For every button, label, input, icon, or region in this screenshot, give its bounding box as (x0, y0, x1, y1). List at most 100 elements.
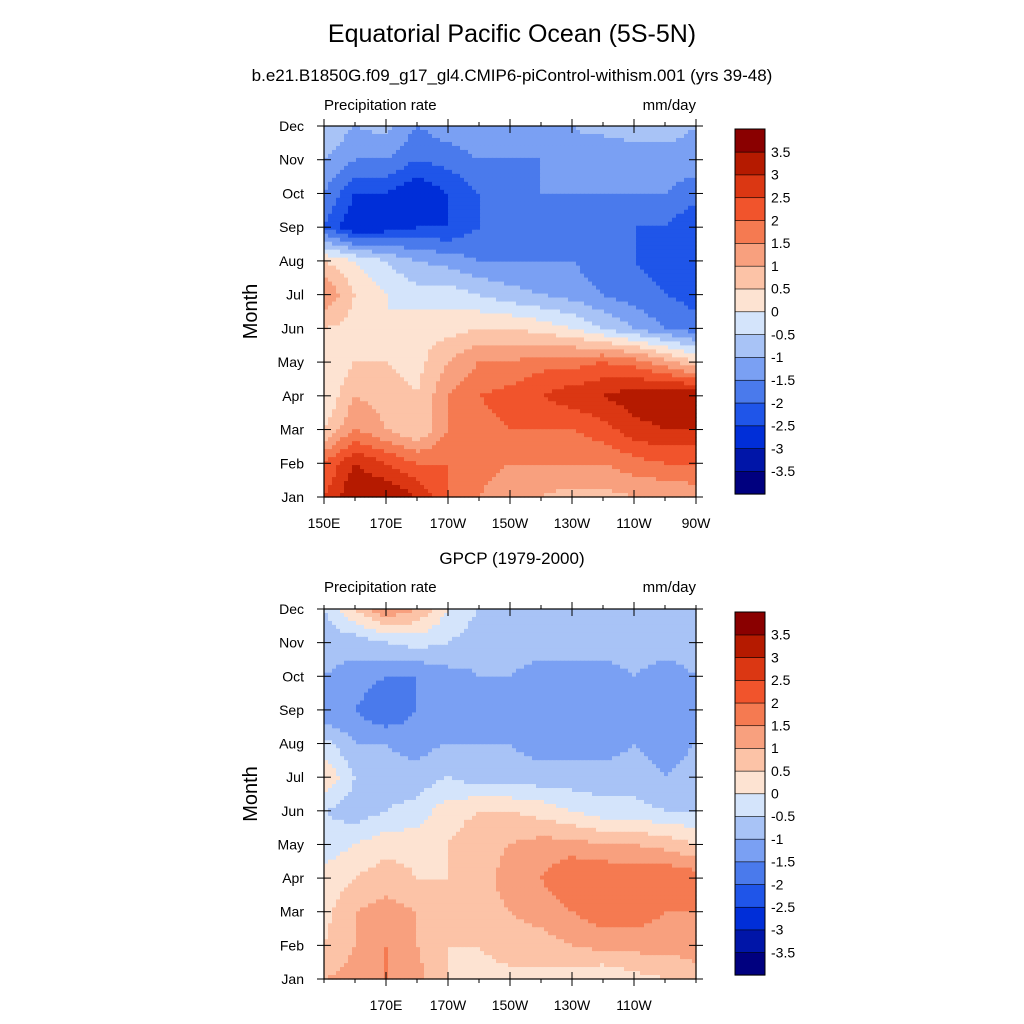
colorbar-swatch (735, 725, 765, 748)
colorbar-label: 0.5 (771, 281, 791, 297)
colorbar-swatch (735, 907, 765, 930)
colorbar-swatch (735, 243, 765, 266)
colorbar-label: 3.5 (771, 144, 791, 160)
y-tick-label: Jul (286, 769, 304, 785)
colorbar-label: -0.5 (771, 326, 795, 342)
y-tick-label: May (278, 836, 304, 852)
y-axis-label: Month (240, 766, 262, 822)
colorbar-label: 0 (771, 304, 779, 320)
colorbar: -3.5-3-2.5-2-1.5-1-0.500.511.522.533.5 (735, 129, 795, 494)
colorbar-label: -1 (771, 349, 784, 365)
x-tick-label: 170W (430, 997, 467, 1013)
colorbar-swatch (735, 220, 765, 243)
colorbar-swatch (735, 152, 765, 175)
colorbar-label: -3.5 (771, 463, 795, 479)
y-tick-label: Nov (279, 152, 304, 168)
colorbar-label: -2 (771, 395, 784, 411)
colorbar-swatch (735, 312, 765, 335)
colorbar-swatch (735, 771, 765, 794)
colorbar-label: -2.5 (771, 418, 795, 434)
colorbar-label: -2.5 (771, 899, 795, 915)
x-tick-label: 150W (492, 515, 529, 531)
x-tick-label: 130W (554, 997, 591, 1013)
colorbar-label: -3.5 (771, 944, 795, 960)
colorbar-label: -2 (771, 876, 784, 892)
colorbar-swatch (735, 289, 765, 312)
left-string: Precipitation rate (324, 97, 437, 114)
y-tick-label: Oct (282, 668, 304, 684)
colorbar-swatch (735, 612, 765, 635)
colorbar-swatch (735, 129, 765, 152)
y-tick-label: Jan (281, 971, 304, 987)
colorbar-swatch (735, 175, 765, 198)
y-tick-label: Aug (279, 253, 304, 269)
y-tick-label: Feb (280, 937, 304, 953)
left-string: Precipitation rate (324, 579, 437, 596)
x-tick-label: 110W (616, 515, 652, 531)
colorbar-label: 3.5 (771, 627, 791, 643)
chart-panel-2: Jan Feb Mar Apr May Jun Jul Aug Sep Oct Nov Dec 170E… (240, 579, 795, 1013)
colorbar-swatch (735, 884, 765, 907)
colorbar-swatch (735, 426, 765, 449)
x-tick-label: 170E (370, 515, 403, 531)
colorbar-swatch (735, 403, 765, 426)
colorbar-swatch (735, 657, 765, 680)
y-tick-label: Jul (286, 287, 304, 303)
y-tick-label: Mar (280, 904, 304, 920)
colorbar-swatch (735, 635, 765, 658)
y-tick-label: Feb (280, 455, 304, 471)
colorbar-swatch (735, 839, 765, 862)
colorbar-label: -0.5 (771, 808, 795, 824)
colorbar-label: 3 (771, 649, 779, 665)
y-tick-label: Nov (279, 635, 304, 651)
colorbar-label: 2 (771, 695, 779, 711)
colorbar-label: 1.5 (771, 717, 791, 733)
y-tick-label: Jun (281, 803, 304, 819)
colorbar-label: 0.5 (771, 763, 791, 779)
colorbar-swatch (735, 266, 765, 289)
heatmap-field (324, 126, 697, 498)
x-tick-label: 170W (430, 515, 467, 531)
colorbar-swatch (735, 703, 765, 726)
y-tick-label: Aug (279, 736, 304, 752)
x-tick-label: 110W (616, 997, 652, 1013)
colorbar-swatch (735, 680, 765, 703)
y-tick-label: Sep (279, 702, 304, 718)
colorbar-swatch (735, 380, 765, 403)
colorbar-label: -1.5 (771, 854, 795, 870)
colorbar-swatch (735, 748, 765, 771)
x-tick-label: 130W (554, 515, 591, 531)
colorbar-label: 1.5 (771, 235, 791, 251)
y-tick-label: Sep (279, 219, 304, 235)
y-tick-label: Apr (282, 870, 304, 886)
colorbar-label: 3 (771, 167, 779, 183)
heatmap-field (324, 609, 697, 980)
colorbar-label: -3 (771, 440, 784, 456)
y-tick-label: Dec (279, 601, 304, 617)
colorbar-label: 1 (771, 740, 779, 756)
colorbar-label: -3 (771, 922, 784, 938)
y-tick-label: May (278, 354, 304, 370)
right-string: mm/day (643, 97, 697, 114)
colorbar-swatch (735, 930, 765, 953)
colorbar-swatch (735, 471, 765, 494)
colorbar-swatch (735, 952, 765, 975)
x-tick-label: 90W (682, 515, 712, 531)
colorbar-swatch (735, 334, 765, 357)
colorbar-label: 1 (771, 258, 779, 274)
colorbar-swatch (735, 862, 765, 885)
colorbar-swatch (735, 816, 765, 839)
colorbar-label: 2.5 (771, 672, 791, 688)
y-tick-label: Dec (279, 118, 304, 134)
colorbar-label: 0 (771, 786, 779, 802)
x-tick-label: 170E (370, 997, 403, 1013)
colorbar: -3.5 -3 -2.5 -2 -1.5 -1 -0.5 0 0.5 1 1.5 2 2.5 3 3.5 (735, 612, 795, 975)
y-tick-label: Jun (281, 320, 304, 336)
colorbar-swatch (735, 448, 765, 471)
colorbar-label: -1.5 (771, 372, 795, 388)
y-tick-label: Jan (281, 489, 304, 505)
colorbar-label: -1 (771, 831, 784, 847)
y-axis-label: Month (240, 284, 262, 340)
colorbar-swatch (735, 794, 765, 817)
